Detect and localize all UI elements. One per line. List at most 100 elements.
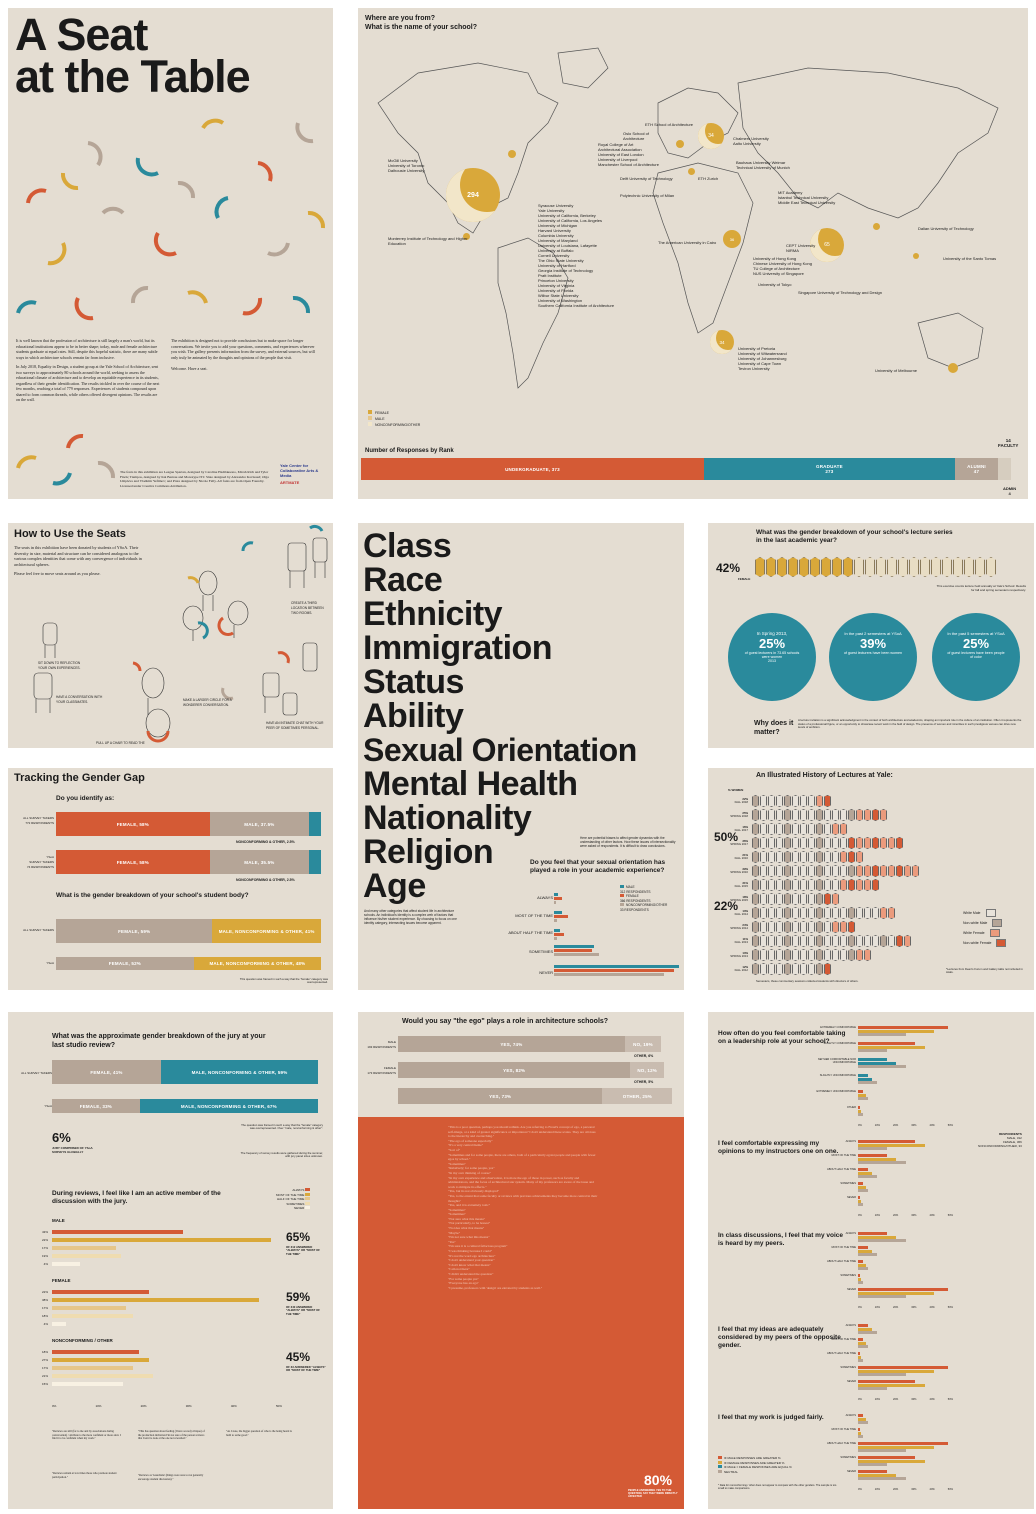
lecturer-icon xyxy=(799,557,809,577)
comfort-axis-tick: 0% xyxy=(858,1306,862,1309)
lecturer-icon xyxy=(755,557,765,577)
history-term: FALL 2013 xyxy=(734,940,748,944)
jury-note: The question was framed in such a way th… xyxy=(241,1123,323,1131)
lecturer-icon xyxy=(816,823,823,835)
lecturer-icon xyxy=(768,949,775,961)
so-legend: MALE 312 RESPONDENTS FEMALE 366 RESPONDE… xyxy=(620,885,668,912)
comfort-key: IF MALE RESPONSES ARE GREATER % IF FEMAL… xyxy=(718,1456,792,1474)
comfort-bar xyxy=(858,1182,863,1185)
comfort-bar xyxy=(858,1203,863,1207)
lecturer-icon xyxy=(784,893,791,905)
lecturer-icon xyxy=(808,935,815,947)
jury-tick: 4% xyxy=(43,1322,48,1326)
comfort-axis-tick: 30% xyxy=(911,1488,917,1491)
lecturer-icon xyxy=(760,837,767,849)
comfort-bar xyxy=(858,1042,915,1045)
comfort-cat-label: OTHER xyxy=(846,1106,856,1109)
comfort-bar xyxy=(858,1383,925,1387)
map-label-as1: CEPT University NIRMA xyxy=(786,243,816,253)
ego-row3-no: OTHER, 25% xyxy=(602,1088,673,1104)
lecturer-icon xyxy=(856,907,863,919)
comfort-bar xyxy=(858,1345,868,1349)
lecturer-icon xyxy=(760,907,767,919)
lecturer-icon xyxy=(840,823,847,835)
comfort-bar xyxy=(858,1338,863,1341)
comfort-cat-label: ALWAYS xyxy=(845,1140,856,1143)
ego-row2-other: OTHER, 5% xyxy=(634,1080,654,1084)
comfort-axis: 0% 10% 20% 30% 40% 50% xyxy=(858,1214,953,1217)
lecturer-icon xyxy=(856,837,863,849)
history-pct: 22% xyxy=(742,796,748,801)
lecturer-icon xyxy=(784,865,791,877)
gap-row1-male: MALE, 37.5% xyxy=(209,812,310,836)
lecturer-icon xyxy=(768,963,775,975)
jury-quote-5: "Reviews as 'Guardians' (things were sur… xyxy=(138,1474,204,1481)
gap-row1-other xyxy=(309,812,321,836)
lecturer-icon xyxy=(824,893,831,905)
lecturer-icon xyxy=(824,865,831,877)
lecture-icons xyxy=(755,557,1025,579)
comfort-bar xyxy=(858,1387,887,1391)
asia-outline xyxy=(737,67,999,219)
lecturer-icon xyxy=(912,865,919,877)
lecturer-icon xyxy=(776,865,783,877)
history-pct: 16% xyxy=(742,824,748,829)
jury-group: FEMALE 22% 38% 17% 18% 4% 59% OF 340 ANSWERED "… xyxy=(8,1278,333,1338)
lecturer-icon xyxy=(832,921,839,933)
comfort-bar xyxy=(858,1171,873,1175)
exhibition-title: A Seat at the Table xyxy=(15,12,251,99)
lecture-fine: This exercise counts lecture held annual… xyxy=(936,584,1026,592)
jury-axis-tick: 20% xyxy=(140,1404,147,1408)
lecturer-icon xyxy=(840,921,847,933)
jury-axis-tick: 50% xyxy=(275,1404,282,1408)
jury-q2: During reviews, I feel like I am an acti… xyxy=(52,1190,221,1205)
comfort-bar xyxy=(858,1081,877,1085)
jury-axis-tick: 10% xyxy=(95,1404,102,1408)
lecturer-icon xyxy=(784,963,791,975)
intersect-note: Here are potential biases to affect gend… xyxy=(580,836,676,848)
comfort-axis-tick: 20% xyxy=(893,1214,899,1217)
jury-bar xyxy=(52,1290,149,1294)
history-pct: 13% xyxy=(742,950,748,955)
comfort-axis-tick: 50% xyxy=(947,1214,953,1217)
lecturer-icon xyxy=(792,837,799,849)
lecturer-icon xyxy=(888,837,895,849)
comfort-cat-label: ABOUT HALF THE TIME xyxy=(827,1168,856,1171)
lecturer-icon xyxy=(768,851,775,863)
jury-bar xyxy=(52,1246,117,1250)
comfort-cat-label: EXTREMELY COMFORTABLE xyxy=(820,1026,856,1029)
comfort-axis: 0% 10% 20% 30% 40% 50% xyxy=(858,1124,953,1127)
lecturer-icon xyxy=(784,907,791,919)
lecturer-icon xyxy=(760,921,767,933)
lecturer-icon xyxy=(784,921,791,933)
jury-row1-b: MALE, NONCONFORMING & OTHER, 59% xyxy=(161,1060,318,1084)
greenland-outline xyxy=(557,47,609,89)
bubble-small-1 xyxy=(508,150,516,158)
lecturer-icon xyxy=(800,865,807,877)
ego-row2-no: NO, 12% xyxy=(630,1062,664,1078)
lecturer-icon xyxy=(975,557,985,577)
comfort-axis-tick: 30% xyxy=(911,1306,917,1309)
comfort-axis-tick: 0% xyxy=(858,1124,862,1127)
lecturer-icon xyxy=(848,907,855,919)
lecturer-icon xyxy=(784,795,791,807)
jury-group-name: FEMALE xyxy=(52,1278,71,1283)
comfort-cat-label: ALWAYS xyxy=(845,1232,856,1235)
word-immigration: Immigration xyxy=(363,629,553,667)
jury-bar xyxy=(52,1306,126,1310)
lecturer-icon xyxy=(760,893,767,905)
history-row: 13% SPRING 2013 xyxy=(716,948,936,962)
history-pct: 39% xyxy=(742,866,748,871)
map-label-me1: The American University in Cairo xyxy=(658,240,717,245)
jury-bar xyxy=(52,1238,271,1242)
comfort-bar xyxy=(858,1235,896,1239)
gap-q1: Do you identify as: xyxy=(56,795,115,802)
comfort-bar xyxy=(858,1246,868,1249)
history-row-label: 22% FALL 2018 xyxy=(716,796,752,805)
lecturer-icon xyxy=(872,935,879,947)
lecturer-icon xyxy=(776,907,783,919)
comfort-bar xyxy=(858,1277,861,1281)
lecturer-icon xyxy=(752,809,759,821)
lecturer-icon xyxy=(856,949,863,961)
ego-row2-bar: YES, 82% NO, 12% xyxy=(398,1062,678,1078)
